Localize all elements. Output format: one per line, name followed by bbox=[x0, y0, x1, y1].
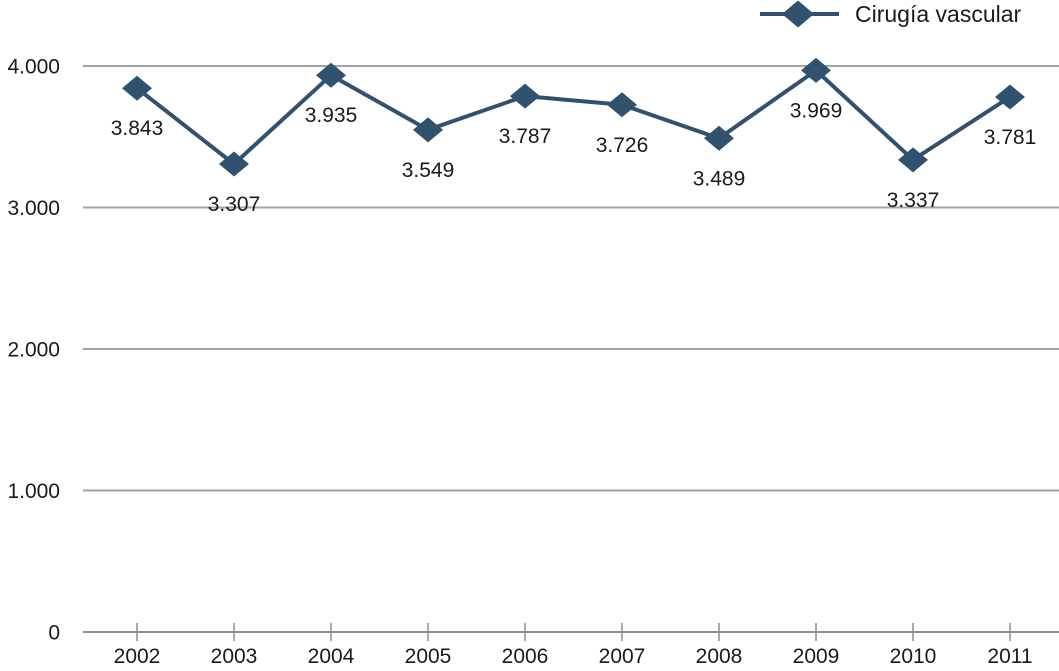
data-point-marker bbox=[413, 117, 443, 143]
legend: Cirugía vascular bbox=[760, 0, 1022, 28]
data-labels: 0 1.000 2.000 3.000 4.000 2002 2003 2004 2005 200… bbox=[7, 56, 1036, 669]
data-point-label: 3.781 bbox=[984, 126, 1037, 149]
data-point-marker bbox=[219, 151, 249, 177]
data-point-label: 3.969 bbox=[790, 99, 843, 122]
legend-label: Cirugía vascular bbox=[855, 1, 1022, 27]
data-point-marker bbox=[607, 92, 637, 118]
data-point-marker bbox=[801, 57, 831, 83]
x-axis-tick-label: 2010 bbox=[890, 645, 937, 668]
data-point-marker bbox=[316, 62, 346, 88]
series-line bbox=[135, 68, 1012, 167]
data-point-label: 3.726 bbox=[596, 134, 649, 157]
data-point-label: 3.549 bbox=[402, 159, 455, 182]
data-point-marker bbox=[898, 147, 928, 173]
data-point-label: 3.307 bbox=[208, 193, 261, 216]
x-axis-tick-label: 2011 bbox=[987, 645, 1032, 668]
x-axis bbox=[83, 623, 1059, 641]
x-axis-tick-label: 2002 bbox=[114, 645, 161, 668]
x-axis-tick-label: 2009 bbox=[793, 645, 840, 668]
data-point-marker bbox=[122, 75, 152, 101]
y-axis-tick-label: 0 bbox=[48, 622, 60, 645]
data-point-label: 3.489 bbox=[693, 167, 746, 190]
y-axis-tick-label: 3.000 bbox=[7, 197, 60, 220]
data-point-label: 3.337 bbox=[887, 189, 940, 212]
data-point-marker bbox=[510, 83, 540, 109]
data-series bbox=[122, 57, 1025, 177]
x-axis-tick-label: 2006 bbox=[502, 645, 549, 668]
x-axis-tick-label: 2007 bbox=[599, 645, 646, 668]
data-point-label: 3.787 bbox=[499, 125, 552, 148]
x-axis-tick-label: 2003 bbox=[211, 645, 258, 668]
x-axis-tick-label: 2005 bbox=[405, 645, 452, 668]
data-point-label: 3.843 bbox=[111, 117, 164, 140]
data-point-label: 3.935 bbox=[305, 104, 358, 127]
x-axis-tick-label: 2008 bbox=[696, 645, 743, 668]
y-axis-tick-label: 1.000 bbox=[7, 480, 60, 503]
y-axis-tick-label: 4.000 bbox=[7, 56, 60, 79]
gridlines bbox=[83, 65, 1059, 492]
y-axis-tick-label: 2.000 bbox=[7, 339, 60, 362]
legend-diamond-icon bbox=[782, 0, 814, 28]
data-point-marker bbox=[704, 125, 734, 151]
x-axis-tick-label: 2004 bbox=[308, 645, 355, 668]
data-point-marker bbox=[995, 84, 1025, 110]
